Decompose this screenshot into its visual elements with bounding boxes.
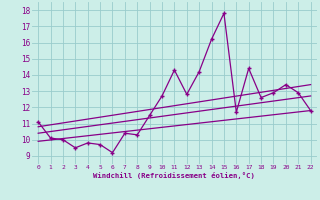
X-axis label: Windchill (Refroidissement éolien,°C): Windchill (Refroidissement éolien,°C): [93, 172, 255, 179]
